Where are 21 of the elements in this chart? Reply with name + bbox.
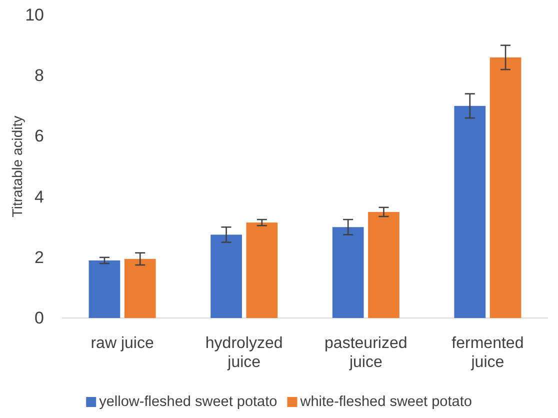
x-tick-label: pasteurized juice: [324, 335, 408, 371]
bar: [246, 222, 278, 318]
x-tick-label: fermented juice: [452, 335, 524, 371]
y-tick-label: 0: [34, 308, 44, 328]
y-axis-title: Titratable acidity: [9, 116, 25, 218]
bar: [88, 260, 120, 318]
y-tick-label: 2: [34, 248, 44, 267]
bar: [368, 212, 400, 318]
bar: [210, 234, 242, 318]
bar: [454, 106, 486, 318]
legend-label: yellow-fleshed sweet potato: [99, 394, 278, 410]
bar: [490, 57, 522, 318]
bar: [124, 258, 156, 318]
bar: [332, 227, 364, 318]
y-tick-label: 6: [34, 126, 44, 146]
y-tick-label: 10: [25, 5, 44, 24]
legend-label: white-fleshed sweet potato: [299, 394, 472, 410]
x-tick-label: hydrolyzed juice: [205, 335, 283, 371]
y-tick-label: 4: [34, 187, 44, 206]
y-tick-label: 8: [34, 66, 44, 86]
x-tick-label: raw juice: [90, 335, 154, 352]
